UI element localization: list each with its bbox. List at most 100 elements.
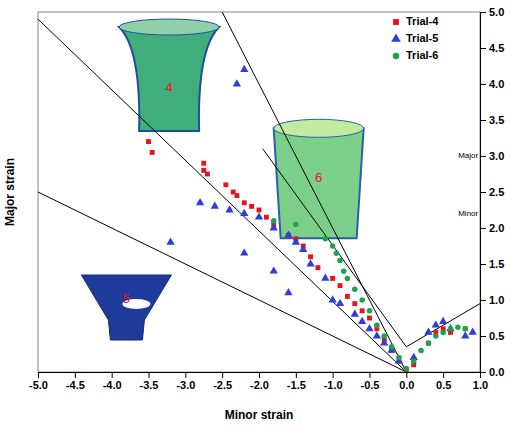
point [338, 283, 343, 288]
x-tick: -5.0 [29, 372, 48, 391]
x-tick: -1.5 [287, 372, 306, 391]
point [461, 331, 469, 338]
point [351, 310, 359, 317]
point [424, 328, 432, 335]
point [315, 265, 320, 270]
point [463, 326, 468, 331]
point [336, 299, 344, 306]
point [337, 258, 343, 264]
x-tick: -2.5 [213, 372, 232, 391]
x-tick-label: -4.5 [66, 379, 85, 391]
point [468, 328, 476, 335]
point [284, 288, 292, 295]
annotation: Major [458, 151, 478, 160]
point [352, 301, 357, 306]
y-tick-label: 3.5 [489, 114, 504, 126]
y-tick: 4.0 [480, 78, 504, 90]
point [211, 202, 219, 209]
point [345, 294, 350, 299]
y-axis-title: Major strain [3, 158, 17, 226]
point [223, 182, 228, 187]
y-tick-label: 1.0 [489, 294, 504, 306]
point [242, 200, 247, 205]
x-tick: -3.5 [140, 372, 159, 391]
x-tick: -0.5 [361, 372, 380, 391]
plot-area [38, 12, 480, 372]
point [270, 223, 278, 230]
x-tick-mark [185, 372, 186, 378]
x-tick: -3.0 [176, 372, 195, 391]
y-tick-label: 4.0 [489, 78, 504, 90]
x-tick: 1.0 [473, 372, 488, 391]
point [359, 297, 365, 303]
x-tick: -1.0 [324, 372, 343, 391]
x-tick-mark [222, 372, 223, 378]
x-tick: -2.0 [250, 372, 269, 391]
annotation: 6 [315, 170, 322, 185]
point [360, 308, 365, 313]
annotation: Minor [458, 209, 478, 218]
x-tick-mark [370, 372, 371, 378]
y-tick: 1.0 [480, 294, 504, 306]
x-tick-label: -3.0 [176, 379, 195, 391]
point [367, 316, 372, 321]
point [201, 161, 206, 166]
point [352, 286, 358, 292]
y-tick-label: 0.5 [489, 330, 504, 342]
y-tick-mark [480, 84, 486, 85]
legend-label: Trial-5 [406, 32, 438, 44]
point [389, 344, 395, 350]
y-tick: 2.5 [480, 186, 504, 198]
point [439, 317, 447, 324]
y-tick-mark [480, 228, 486, 229]
point [365, 324, 373, 331]
x-tick-mark [406, 372, 407, 378]
point [426, 340, 432, 346]
point [284, 230, 292, 237]
point [446, 324, 454, 331]
x-tick-mark [112, 372, 113, 378]
point [292, 238, 300, 245]
y-tick-mark [480, 300, 486, 301]
point [240, 65, 248, 72]
y-tick-mark [480, 120, 486, 121]
point [308, 254, 313, 259]
x-tick: 0.0 [399, 372, 414, 391]
y-tick: 1.5 [480, 258, 504, 270]
y-axis: 0.00.51.01.52.02.53.03.54.04.55.0 [480, 6, 504, 378]
legend-symbol [391, 33, 401, 41]
y-tick-mark [480, 156, 486, 157]
point [271, 218, 277, 224]
legend-symbol [393, 53, 400, 60]
point [233, 79, 241, 86]
point [293, 222, 299, 228]
legend-label: Trial-4 [406, 15, 439, 27]
y-tick: 3.5 [480, 114, 504, 126]
x-tick-mark [443, 372, 444, 378]
decorations [81, 19, 363, 340]
y-tick: 4.5 [480, 42, 504, 54]
point [257, 208, 262, 213]
y-tick: 0.5 [480, 330, 504, 342]
y-tick-mark [480, 372, 486, 373]
x-tick-label: -4.0 [103, 379, 122, 391]
x-tick-label: -1.5 [287, 379, 306, 391]
cup-shape [119, 27, 219, 131]
point [255, 212, 263, 219]
point [329, 295, 337, 302]
point [341, 268, 347, 274]
point [440, 330, 446, 336]
point [321, 274, 329, 281]
x-tick-label: -2.5 [213, 379, 232, 391]
x-tick-mark [296, 372, 297, 378]
series-points [166, 65, 476, 364]
y-tick-mark [480, 48, 486, 49]
reference-line [222, 12, 406, 372]
x-tick-label: -2.0 [250, 379, 269, 391]
point [426, 341, 431, 346]
y-tick-mark [480, 336, 486, 337]
y-tick-label: 0.0 [489, 366, 504, 378]
reference-line [263, 149, 407, 347]
point [367, 308, 373, 314]
x-axis-title: Minor strain [225, 408, 294, 422]
